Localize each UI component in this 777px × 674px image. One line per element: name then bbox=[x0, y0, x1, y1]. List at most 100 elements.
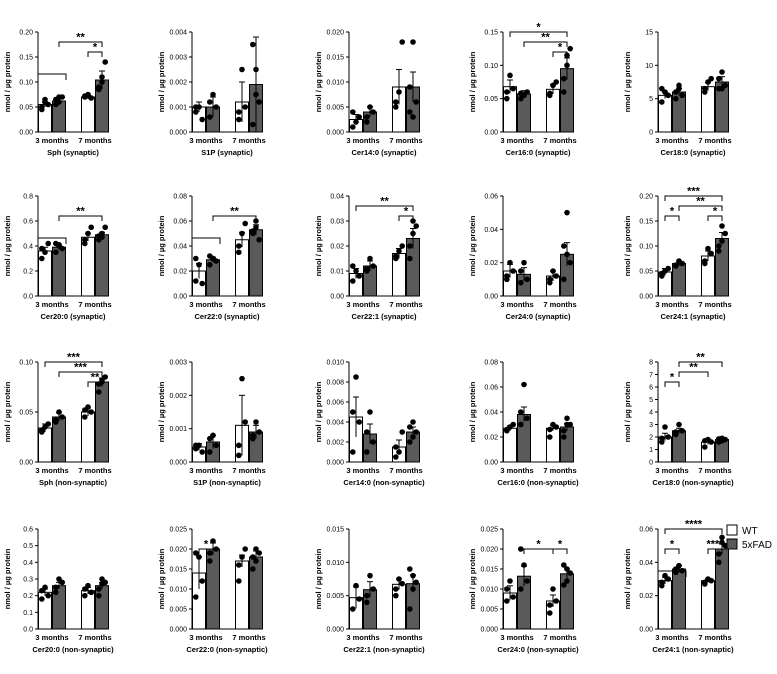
y-tick-label: 0.000 bbox=[326, 627, 344, 634]
data-point bbox=[504, 273, 510, 279]
y-tick-label: 0.2 bbox=[23, 593, 33, 600]
y-tick-label: 0.010 bbox=[326, 560, 344, 567]
chart-panel: 0.000 0.005 0.010 0.015 0.020 nmol / µg prote… bbox=[314, 30, 423, 158]
y-tick-label: 0.6 bbox=[23, 527, 33, 534]
significance-bracket bbox=[678, 205, 723, 211]
data-point bbox=[207, 435, 213, 442]
data-point bbox=[45, 592, 51, 599]
y-tick-label: 0.04 bbox=[484, 410, 498, 417]
y-tick-label: 0.00 bbox=[19, 130, 33, 137]
y-tick-label: 0.015 bbox=[326, 527, 344, 534]
data-point bbox=[708, 75, 714, 82]
data-point bbox=[250, 554, 256, 560]
data-point bbox=[524, 578, 530, 584]
data-point bbox=[553, 598, 559, 604]
data-point bbox=[250, 566, 256, 572]
data-point bbox=[413, 429, 419, 435]
chart-panel: 0.00 0.05 0.10 0.15 nmol / µg protein 3 month… bbox=[468, 22, 577, 158]
data-point bbox=[45, 101, 51, 108]
data-point bbox=[413, 579, 419, 586]
data-point bbox=[364, 592, 370, 599]
data-point bbox=[350, 124, 356, 130]
y-axis-label: nmol / µg protein bbox=[3, 381, 12, 442]
y-tick-label: 0.010 bbox=[480, 587, 498, 594]
significance-bracket bbox=[212, 215, 257, 221]
data-point bbox=[708, 577, 714, 584]
data-point bbox=[504, 426, 510, 433]
y-tick-label: 0.10 bbox=[484, 63, 498, 70]
data-point bbox=[210, 538, 216, 544]
chart-title: S1P (synaptic) bbox=[201, 148, 253, 157]
chart-panel: 0.000 0.005 0.010 0.015 0.020 0.025 nmol / µg … bbox=[157, 527, 268, 655]
y-tick-label: 0.20 bbox=[19, 30, 33, 37]
data-point bbox=[239, 230, 245, 237]
data-point bbox=[410, 230, 416, 237]
data-point bbox=[705, 245, 711, 252]
y-tick-label: 0 bbox=[649, 460, 653, 467]
data-point bbox=[410, 39, 416, 45]
data-point bbox=[716, 75, 722, 82]
data-point bbox=[239, 375, 245, 382]
chart-title: Cer24:1 (non-synaptic) bbox=[652, 645, 734, 654]
data-point bbox=[250, 435, 256, 442]
data-point bbox=[370, 109, 376, 115]
chart-title: Cer24:0 (synaptic) bbox=[505, 312, 571, 321]
bar bbox=[81, 411, 95, 463]
data-point bbox=[396, 576, 402, 582]
data-point bbox=[393, 104, 399, 110]
data-point bbox=[82, 93, 88, 99]
y-axis-label: nmol / µg protein bbox=[314, 51, 323, 112]
x-tick-label: 7 months bbox=[232, 466, 265, 475]
data-point bbox=[193, 550, 199, 556]
y-tick-label: 0.020 bbox=[480, 547, 498, 554]
data-point bbox=[88, 224, 94, 231]
data-point bbox=[253, 66, 259, 73]
x-tick-label: 7 months bbox=[232, 300, 265, 309]
data-point bbox=[39, 596, 45, 602]
data-point bbox=[708, 250, 714, 257]
y-tick-label: 0.10 bbox=[19, 360, 33, 367]
data-point bbox=[45, 421, 51, 427]
chart-panel: 0.00 0.05 0.10 0.15 0.20 nmol / µg protein 3 m… bbox=[3, 30, 112, 158]
data-point bbox=[510, 421, 516, 428]
y-axis-label: nmol / µg protein bbox=[314, 215, 323, 276]
y-axis-label: nmol / µg protein bbox=[468, 548, 477, 609]
data-point bbox=[518, 409, 524, 415]
data-point bbox=[196, 261, 202, 268]
group-bracket bbox=[657, 570, 687, 577]
significance-bracket bbox=[398, 215, 414, 221]
significance-label: ** bbox=[76, 32, 85, 44]
y-tick-label: 0.1 bbox=[23, 610, 33, 617]
y-tick-label: 0.15 bbox=[639, 219, 653, 226]
data-point bbox=[518, 90, 524, 97]
y-tick-label: 0.02 bbox=[330, 244, 344, 251]
significance-label: **** bbox=[706, 539, 724, 551]
y-axis-label: nmol / µg protein bbox=[623, 215, 632, 276]
data-point bbox=[567, 45, 573, 52]
data-point bbox=[213, 442, 219, 449]
y-tick-label: 0.001 bbox=[169, 105, 187, 112]
significance-bracket bbox=[58, 371, 103, 377]
data-point bbox=[561, 243, 567, 249]
data-point bbox=[210, 255, 216, 262]
data-point bbox=[96, 381, 102, 387]
y-axis-label: nmol / µg protein bbox=[468, 215, 477, 276]
chart-panel: 0.00 0.02 0.04 0.06 0.08 nmol / µg protein 3 m… bbox=[468, 360, 579, 488]
y-tick-label: 0.05 bbox=[19, 410, 33, 417]
significance-bracket bbox=[198, 548, 214, 554]
data-point bbox=[504, 95, 510, 102]
x-tick-label: 7 months bbox=[78, 136, 111, 145]
data-point bbox=[407, 606, 413, 612]
y-tick-label: 5 bbox=[649, 397, 653, 404]
y-tick-label: 0.02 bbox=[484, 435, 498, 442]
data-point bbox=[702, 579, 708, 586]
data-point bbox=[561, 562, 567, 568]
y-tick-label: 0.04 bbox=[173, 244, 187, 251]
data-point bbox=[407, 566, 413, 572]
data-point bbox=[518, 268, 524, 274]
significance-label: **** bbox=[685, 519, 703, 531]
data-point bbox=[504, 89, 510, 95]
data-point bbox=[236, 442, 242, 449]
y-tick-label: 0.08 bbox=[173, 194, 187, 201]
y-tick-label: 0.00 bbox=[639, 627, 653, 634]
